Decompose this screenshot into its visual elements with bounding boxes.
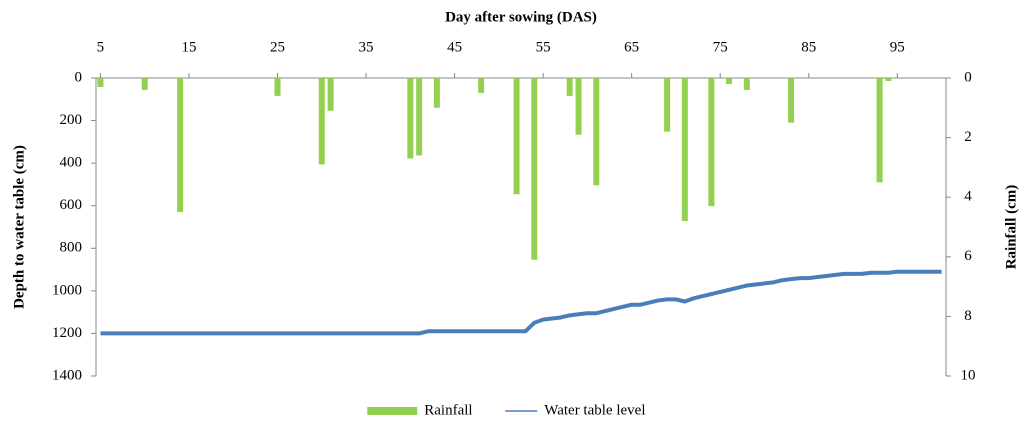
- y-tick-label: 600: [60, 197, 83, 213]
- rainfall-bar: [97, 78, 104, 87]
- rainfall-bar: [531, 78, 538, 260]
- rainfall-bar: [566, 78, 573, 96]
- rainfall-bar: [318, 78, 325, 165]
- rainfall-bar: [708, 78, 715, 207]
- x-tick-label: 45: [447, 39, 462, 55]
- rainfall-bar: [885, 78, 892, 81]
- rainfall-bar: [664, 78, 671, 132]
- y2-tick-label: 10: [961, 367, 976, 383]
- x-tick-label: 15: [181, 39, 196, 55]
- rainfall-bar: [177, 78, 184, 213]
- y2-tick-label: 6: [964, 248, 972, 264]
- x-tick-label: 65: [624, 39, 639, 55]
- x-tick-label: 35: [359, 39, 374, 55]
- water-table-line: [100, 269, 942, 336]
- y-tick-label: 1400: [52, 367, 82, 383]
- rainfall-bar: [788, 78, 795, 123]
- rainfall-bar: [416, 78, 423, 156]
- legend-label: Water table level: [544, 402, 645, 418]
- y2-tick-label: 0: [964, 69, 972, 85]
- y-tick-label: 1200: [52, 325, 82, 341]
- y-tick-label: 800: [60, 240, 83, 256]
- y2-tick-label: 4: [964, 189, 972, 205]
- rainfall-bar: [407, 78, 414, 159]
- x-tick-label: 85: [801, 39, 816, 55]
- rainfall-bar: [141, 78, 148, 90]
- rainfall-bar: [681, 78, 688, 222]
- x-tick-label: 25: [270, 39, 285, 55]
- x-tick-label: 95: [890, 39, 905, 55]
- rainfall-bar: [575, 78, 582, 135]
- rainfall-bar: [327, 78, 334, 111]
- x-axis-title: Day after sowing (DAS): [445, 9, 597, 25]
- y-tick-label: 0: [75, 69, 83, 85]
- y-tick-label: 200: [60, 112, 83, 128]
- y-tick-label: 400: [60, 155, 83, 171]
- rainfall-bar: [478, 78, 485, 93]
- y-tick-label: 1000: [52, 282, 82, 298]
- legend-swatch: [367, 407, 418, 415]
- x-tick-label: 75: [713, 39, 728, 55]
- x-tick-label: 5: [97, 39, 105, 55]
- rainfall-bar: [593, 78, 600, 186]
- x-tick-label: 55: [536, 39, 551, 55]
- y-axis-title: Depth to water table (cm): [11, 145, 27, 309]
- y2-tick-label: 8: [964, 308, 972, 324]
- legend-label: Rainfall: [424, 402, 472, 418]
- rainfall-bar: [274, 78, 281, 96]
- y2-tick-label: 2: [964, 129, 972, 145]
- y2-axis-title: Rainfall (cm): [1003, 185, 1019, 270]
- rainfall-bar: [876, 78, 883, 183]
- rainfall-bar: [726, 78, 733, 84]
- rainfall-bar: [433, 78, 440, 108]
- rainfall-bar: [743, 78, 750, 90]
- rainfall-bar: [513, 78, 520, 195]
